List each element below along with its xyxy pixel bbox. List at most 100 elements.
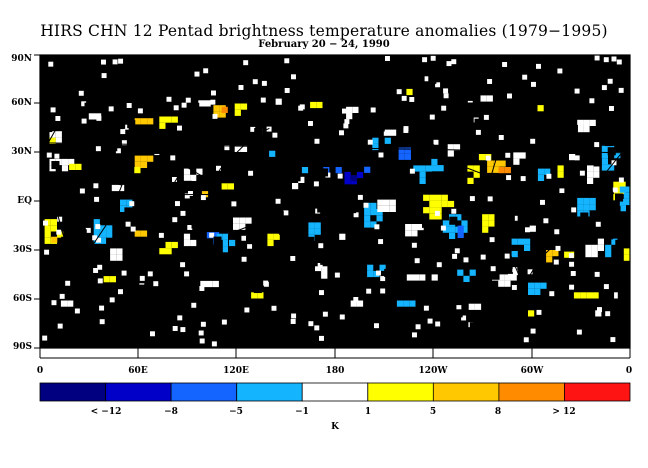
- anomaly-cell: [613, 181, 620, 188]
- anomaly-cell: [191, 302, 197, 308]
- anomaly-cell: [398, 153, 405, 160]
- anomaly-cell: [601, 158, 608, 165]
- anomaly-cell: [511, 251, 518, 258]
- anomaly-cell: [623, 254, 630, 261]
- anomaly-cell: [512, 267, 518, 273]
- anomaly-cell: [574, 155, 580, 161]
- anomaly-cell: [79, 188, 85, 194]
- anomaly-cell: [239, 217, 246, 224]
- anomaly-cell: [614, 152, 621, 159]
- y-tick-label-eq: EQ: [17, 196, 32, 206]
- anomaly-field: [41, 55, 630, 347]
- anomaly-cell: [199, 286, 205, 291]
- anomaly-cell: [504, 253, 510, 259]
- anomaly-cell: [194, 71, 200, 77]
- anomaly-cell: [520, 176, 526, 182]
- anomaly-cell: [129, 201, 135, 207]
- anomaly-cell: [585, 244, 592, 251]
- y-tick-label-30n: 30N: [11, 147, 32, 157]
- anomaly-cell: [536, 63, 541, 69]
- missing-data-cell: [516, 124, 525, 133]
- missing-data-cell: [223, 90, 232, 99]
- anomaly-cell: [612, 187, 618, 193]
- colorbar-swatch: [236, 382, 303, 402]
- anomaly-cell: [591, 244, 598, 251]
- x-tick-label-180: 180: [325, 366, 345, 376]
- anomaly-cell: [383, 199, 390, 206]
- anomaly-cell: [404, 147, 411, 154]
- anomaly-cell: [298, 105, 304, 111]
- anomaly-cell: [126, 199, 133, 206]
- missing-data-cell: [109, 143, 118, 152]
- anomaly-cell: [99, 225, 107, 232]
- missing-data-cell: [488, 242, 497, 251]
- anomaly-cell: [231, 201, 237, 207]
- anomaly-cell: [165, 248, 172, 255]
- anomaly-cell: [442, 226, 449, 233]
- anomaly-cell: [443, 93, 449, 99]
- anomaly-cell: [453, 144, 461, 151]
- missing-data-cell: [105, 162, 114, 171]
- missing-data-cell: [554, 107, 563, 116]
- anomaly-cell: [568, 253, 574, 259]
- missing-data-cell: [407, 135, 416, 144]
- anomaly-cell: [74, 308, 80, 314]
- anomaly-cell: [367, 264, 374, 271]
- anomaly-cell: [423, 305, 429, 311]
- anomaly-cell: [96, 237, 101, 243]
- missing-data-cell: [44, 124, 53, 133]
- anomaly-cell: [569, 261, 575, 267]
- anomaly-cell: [504, 274, 511, 281]
- anomaly-cell: [488, 214, 495, 221]
- anomaly-cell: [200, 195, 206, 201]
- anomaly-cell: [417, 224, 424, 231]
- missing-data-cell: [138, 284, 147, 293]
- y-tick-label-90n: 90N: [11, 54, 32, 64]
- anomaly-cell: [534, 288, 541, 295]
- anomaly-cell: [229, 239, 236, 247]
- anomaly-cell: [605, 251, 612, 258]
- anomaly-cell: [212, 280, 219, 288]
- anomaly-cell: [475, 304, 481, 310]
- anomaly-cell: [528, 288, 535, 295]
- anomaly-cell: [233, 217, 240, 224]
- anomaly-cell: [537, 105, 544, 112]
- anomaly-cell: [603, 284, 609, 290]
- anomaly-cell: [441, 194, 448, 201]
- anomaly-cell: [376, 215, 383, 222]
- anomaly-cell: [60, 300, 68, 307]
- missing-data-cell: [451, 284, 460, 293]
- anomaly-cell: [308, 222, 315, 229]
- anomaly-cell: [93, 219, 100, 226]
- anomaly-cell: [263, 280, 269, 286]
- anomaly-cell: [370, 221, 377, 228]
- anomaly-cell: [147, 155, 154, 162]
- missing-data-cell: [127, 120, 136, 129]
- anomaly-cell: [370, 107, 376, 113]
- anomaly-cell: [468, 303, 475, 310]
- anomaly-cell: [419, 177, 426, 184]
- anomaly-cell: [487, 160, 494, 167]
- x-tick-label-120e: 120E: [223, 366, 249, 376]
- missing-data-cell: [124, 207, 133, 216]
- anomaly-cell: [81, 118, 87, 124]
- anomaly-cell: [379, 264, 386, 271]
- anomaly-cell: [486, 95, 493, 102]
- anomaly-cell: [593, 165, 600, 172]
- anomaly-cell: [319, 290, 324, 296]
- colorbar-swatch: [367, 382, 434, 402]
- anomaly-cell: [469, 196, 475, 202]
- anomaly-cell: [430, 55, 436, 61]
- anomaly-cell: [511, 275, 516, 281]
- anomaly-cell: [405, 224, 412, 231]
- missing-data-cell: [605, 114, 614, 123]
- anomaly-cell: [524, 238, 531, 245]
- missing-data-cell: [474, 118, 483, 127]
- anomaly-cell: [583, 197, 590, 205]
- colorbar-swatch: [432, 382, 500, 402]
- anomaly-cell: [457, 269, 464, 276]
- missing-data-cell: [363, 311, 372, 320]
- colorbar-unit: K: [331, 422, 339, 432]
- anomaly-cell: [595, 310, 602, 317]
